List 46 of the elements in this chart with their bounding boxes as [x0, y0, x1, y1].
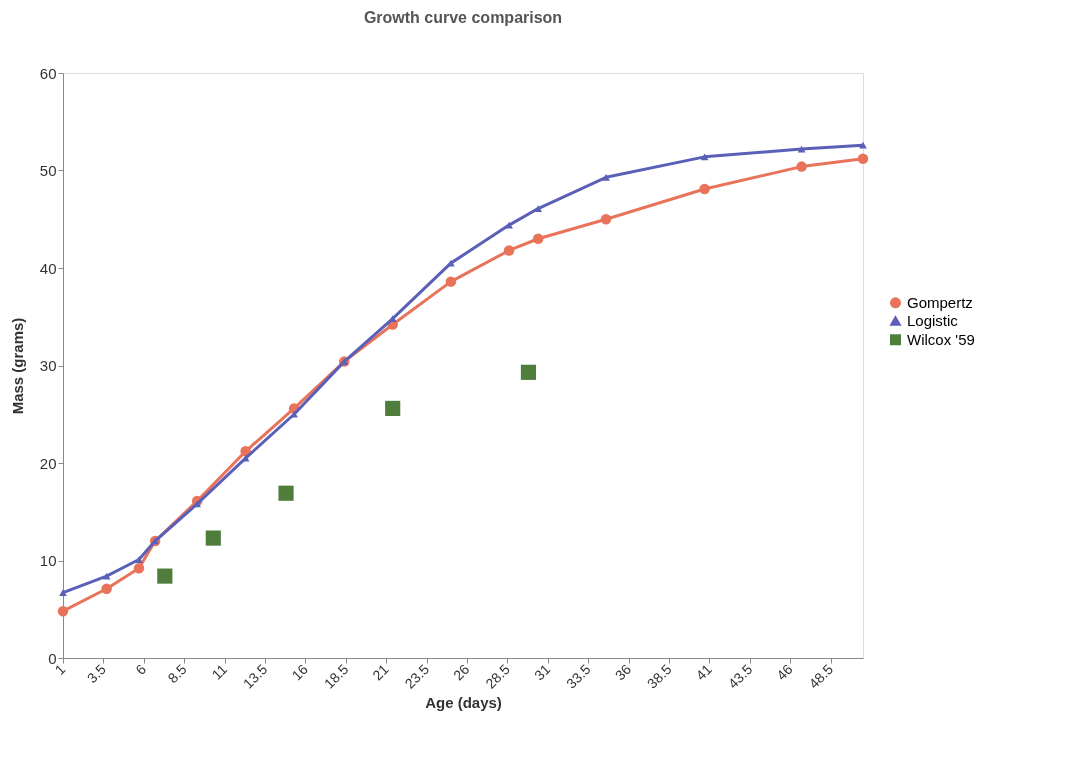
- point: [157, 568, 173, 584]
- legend-label: Gompertz: [907, 293, 973, 311]
- chart-title: Growth curve comparison: [363, 9, 563, 26]
- point: [534, 205, 543, 212]
- point: [57, 605, 69, 617]
- y-axis-title: Mass (grams): [8, 317, 26, 415]
- y-tick-label: 30: [39, 357, 57, 374]
- x-tick-label: 3.5: [83, 660, 109, 687]
- x-tick-label: 11: [208, 660, 231, 683]
- point: [278, 485, 294, 501]
- y-tick-label: 40: [39, 259, 57, 277]
- x-tick-label: 21: [369, 660, 392, 684]
- point: [133, 563, 145, 574]
- x-tick-label: 16: [288, 660, 312, 684]
- point: [503, 245, 515, 256]
- x-tick-label: 36: [611, 660, 635, 684]
- y-tick-label: 60: [39, 64, 57, 82]
- point: [859, 141, 867, 149]
- point: [532, 233, 544, 244]
- point: [602, 173, 610, 181]
- point: [857, 153, 869, 165]
- x-tick-label: 8.5: [164, 660, 190, 687]
- y-tick-label: 50: [39, 162, 57, 179]
- legend-label: Wilcox '59: [907, 330, 975, 348]
- y-tick-label: 20: [39, 454, 57, 472]
- point: [520, 364, 537, 380]
- point: [59, 589, 67, 597]
- point: [796, 161, 807, 172]
- point: [135, 556, 143, 563]
- point: [101, 583, 112, 595]
- x-tick-label: 26: [450, 660, 473, 684]
- point: [290, 410, 298, 418]
- point: [700, 153, 709, 161]
- y-tick-label: 0: [48, 649, 57, 667]
- x-tick-label: 46: [773, 660, 796, 684]
- x-tick-label: 31: [530, 660, 554, 684]
- point: [600, 214, 612, 225]
- point: [699, 183, 710, 195]
- x-axis-title: Age (days): [425, 693, 502, 711]
- point: [385, 400, 401, 416]
- point: [205, 530, 221, 546]
- x-tick-label: 41: [692, 660, 716, 684]
- point: [445, 276, 457, 287]
- legend-label: Logistic: [907, 311, 959, 329]
- x-tick-label: 6: [132, 660, 150, 678]
- y-tick-label: 10: [39, 552, 57, 569]
